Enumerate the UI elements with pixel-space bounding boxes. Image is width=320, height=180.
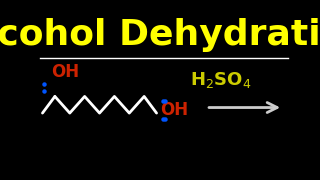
Text: H$_2$SO$_4$: H$_2$SO$_4$ xyxy=(190,70,252,90)
Text: Alcohol Dehydration: Alcohol Dehydration xyxy=(0,19,320,52)
Text: OH: OH xyxy=(51,62,79,80)
Text: OH: OH xyxy=(160,101,188,119)
